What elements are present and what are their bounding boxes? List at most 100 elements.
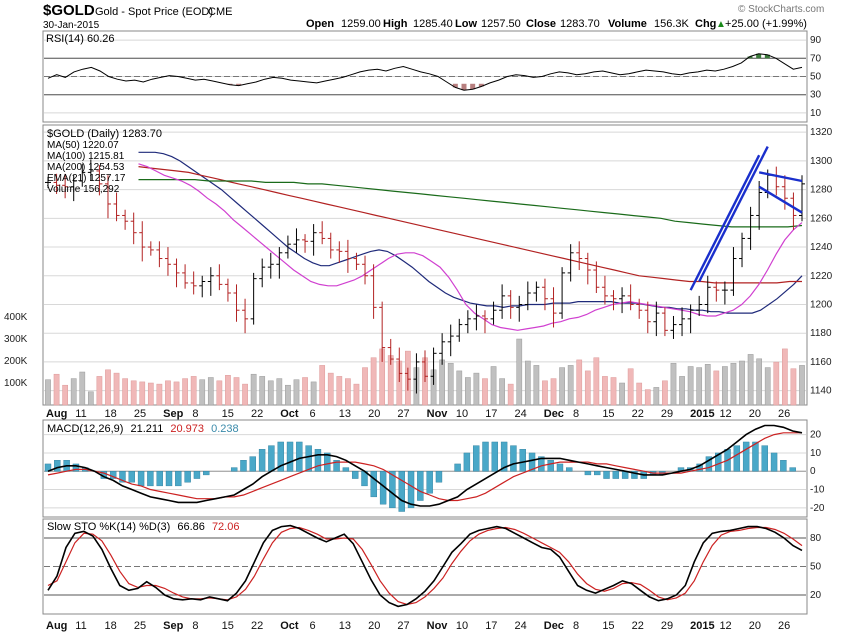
x-axis-label: Oct [280,408,299,420]
macd-lines [47,424,803,507]
volume-bar [790,368,797,406]
change-arrow-icon: ▲ [716,19,726,30]
macd-histogram-bar [314,449,322,472]
x-axis-label: 12 [719,408,731,420]
x-axis-label: 26 [778,620,790,632]
x-axis-label: 22 [632,620,644,632]
volume-bar [45,379,51,406]
volume-bar [644,389,651,406]
macd-tick-label: 0 [810,466,816,477]
volume-bar [113,372,120,406]
x-axis-label: Oct [280,620,299,632]
x-axis-label: 17 [485,620,497,632]
macd-histogram-bar [156,471,163,487]
price-legend: $GOLD (Daily) 1283.70 MA(50) 1220.07 MA(… [47,128,162,195]
price-tick-label: 1140 [810,386,832,397]
volume-bar [225,375,231,406]
volume-bar [182,378,188,406]
macd-histogram-bar [342,467,350,472]
volume-bar [130,380,137,406]
macd-tick-label: -10 [810,485,825,496]
volume-bar [139,381,146,406]
macd-histogram-bar [72,463,80,472]
symbol-title: $GOLD [43,2,95,19]
x-axis-label: 22 [632,408,644,420]
macd-tick-label: 20 [810,430,822,441]
x-axis-label: Nov [427,408,449,420]
sto-gridlines [44,537,806,596]
macd-histogram-bar [240,460,247,472]
rsi-tick-label: 90 [810,35,822,46]
volume-bar [593,357,600,406]
volume-bar [602,376,608,406]
x-axis-label: 25 [134,620,146,632]
volume-bar [773,361,780,406]
volume-bar [207,377,214,406]
macd-histogram-bar [705,456,713,472]
volume-bar [259,376,266,406]
volume-label: Volume [608,18,647,30]
x-axis-label: Aug [46,620,67,632]
trendline [758,185,803,214]
legend-ma200: MA(200) 1254.53 [47,162,125,173]
x-axis-label: 15 [222,408,234,420]
macd-histogram-bar [752,441,759,472]
volume-tick-label: 200K [4,356,28,367]
chart-date: 30-Jan-2015 [43,20,100,31]
macd-histogram-bar [547,460,554,472]
rsi-gridlines [44,39,806,114]
macd-histogram-bar [538,456,545,472]
x-axis-label: 17 [485,408,497,420]
close-value: 1283.70 [560,18,600,30]
price-tick-label: 1300 [810,156,833,167]
security-name: Gold - Spot Price (EOD) [95,6,213,18]
macd-line [47,424,803,507]
x-axis-label: 6 [310,408,316,420]
volume-bar [105,369,111,406]
x-axis-label: 13 [339,620,351,632]
price-bars [45,159,805,394]
volume-bar [190,376,197,406]
rsi-line [47,53,803,91]
volume-bar [782,348,788,406]
x-axis-label: Dec [544,408,564,420]
macd-histogram-bar [119,471,126,483]
price-tick-label: 1320 [810,127,833,138]
x-axis-label: 20 [368,408,380,420]
x-axis-label: 8 [192,408,198,420]
sto-k-line [47,524,803,608]
volume-bar [199,379,206,406]
x-axis-label: 8 [573,408,579,420]
volume-bar [670,362,677,406]
sto-tick-label: 50 [810,562,822,573]
volume-bar [439,359,445,406]
ma100-line [138,166,802,284]
x-axis-label: Sep [163,408,183,420]
x-axis-label: 15 [602,408,614,420]
open-label: Open [306,18,334,30]
macd-histogram-bar [584,471,592,476]
x-axis-label: 24 [514,408,526,420]
trendline [698,145,769,283]
x-axis-label: 6 [310,620,316,632]
volume-bar [679,376,685,406]
macd-histogram-bar [54,460,61,472]
open-value: 1259.00 [341,18,381,30]
sto-tick-label: 20 [810,590,822,601]
rsi-tick-label: 50 [810,72,822,83]
volume-bar [96,376,103,406]
x-axis-label: 13 [339,408,351,420]
high-value: 1285.40 [413,18,453,30]
price-tick-label: 1180 [810,328,832,339]
volume-bar [122,378,128,406]
change-label: Chg [695,18,716,30]
macd-histogram-bar [594,471,601,476]
price-tick-label: 1200 [810,299,833,310]
macd-legend-macd: 21.211 [130,423,163,435]
macd-y-axis: 20 10 0 -10 -20 [810,430,825,514]
volume-bar [345,378,351,406]
trendline [689,154,761,291]
volume-bar [747,354,754,406]
sto-tick-label: 80 [810,533,822,544]
x-axis-label: 22 [251,620,263,632]
